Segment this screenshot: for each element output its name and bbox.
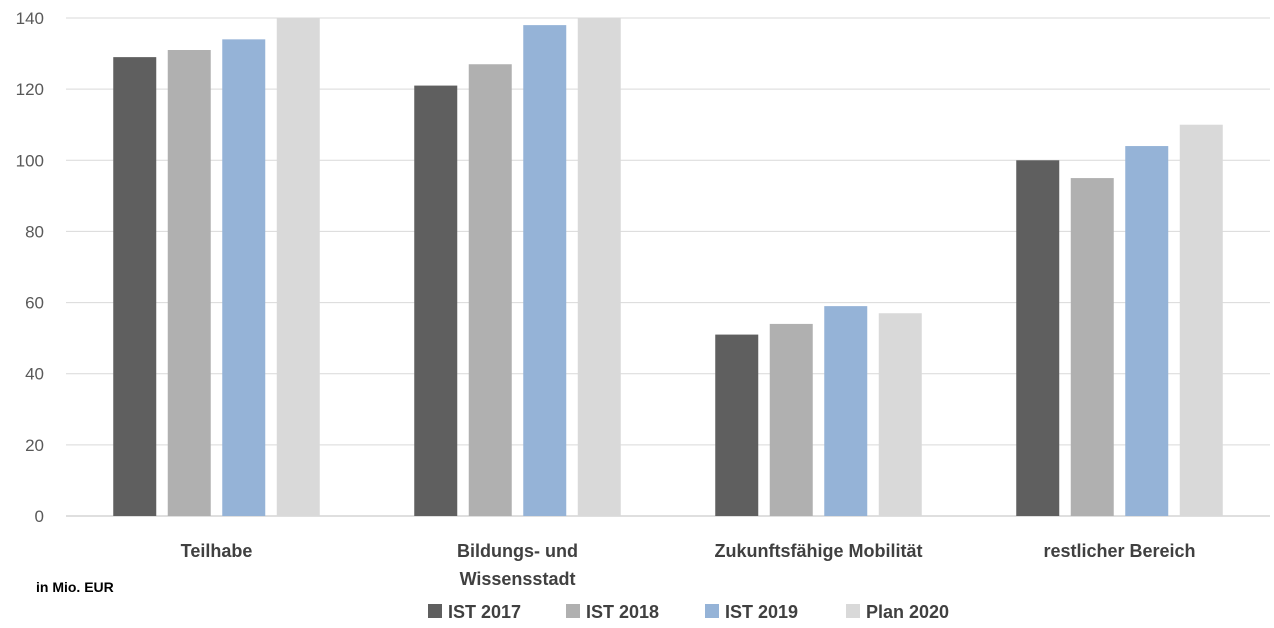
legend-label: IST 2017 bbox=[448, 602, 521, 622]
legend-label: IST 2018 bbox=[586, 602, 659, 622]
y-tick-label: 120 bbox=[16, 80, 44, 99]
bar bbox=[523, 25, 567, 516]
bar bbox=[414, 85, 458, 516]
legend-label: IST 2019 bbox=[725, 602, 798, 622]
y-tick-label: 100 bbox=[16, 151, 44, 170]
bar bbox=[577, 18, 621, 516]
y-tick-label: 20 bbox=[25, 436, 44, 455]
gridlines bbox=[66, 17, 1270, 517]
bar bbox=[167, 50, 211, 517]
bar bbox=[1016, 160, 1060, 517]
y-tick-label: 40 bbox=[25, 365, 44, 384]
bar bbox=[769, 323, 813, 516]
bar bbox=[222, 39, 266, 516]
y-axis: 0 20 40 60 80 100 120 140 bbox=[16, 9, 44, 526]
y-tick-label: 140 bbox=[16, 9, 44, 28]
bar bbox=[276, 18, 320, 516]
legend-swatch bbox=[846, 604, 860, 618]
legend-swatch bbox=[566, 604, 580, 618]
x-category-label: restlicher Bereich bbox=[1043, 541, 1195, 561]
legend: IST 2017 IST 2018 IST 2019 Plan 2020 bbox=[428, 602, 949, 622]
legend-label: Plan 2020 bbox=[866, 602, 949, 622]
legend-swatch bbox=[705, 604, 719, 618]
bars bbox=[113, 18, 1223, 517]
bar bbox=[113, 57, 157, 516]
x-category-label: Wissensstadt bbox=[460, 569, 576, 589]
bar bbox=[1179, 124, 1223, 516]
unit-note: in Mio. EUR bbox=[36, 579, 114, 595]
y-tick-label: 60 bbox=[25, 294, 44, 313]
legend-swatch bbox=[428, 604, 442, 618]
x-category-label: Bildungs- und bbox=[457, 541, 578, 561]
x-category-label: Teilhabe bbox=[181, 541, 253, 561]
bar bbox=[1125, 146, 1169, 517]
y-tick-label: 80 bbox=[25, 222, 44, 241]
bar bbox=[878, 313, 922, 516]
y-tick-label: 0 bbox=[35, 507, 44, 526]
x-category-label: Zukunftsfähige Mobilität bbox=[715, 541, 923, 561]
x-axis: Teilhabe Bildungs- und Wissensstadt Zukunft… bbox=[181, 541, 1196, 589]
bar bbox=[824, 306, 868, 516]
bar bbox=[715, 334, 759, 516]
bar bbox=[1070, 178, 1114, 517]
bar bbox=[468, 64, 512, 516]
